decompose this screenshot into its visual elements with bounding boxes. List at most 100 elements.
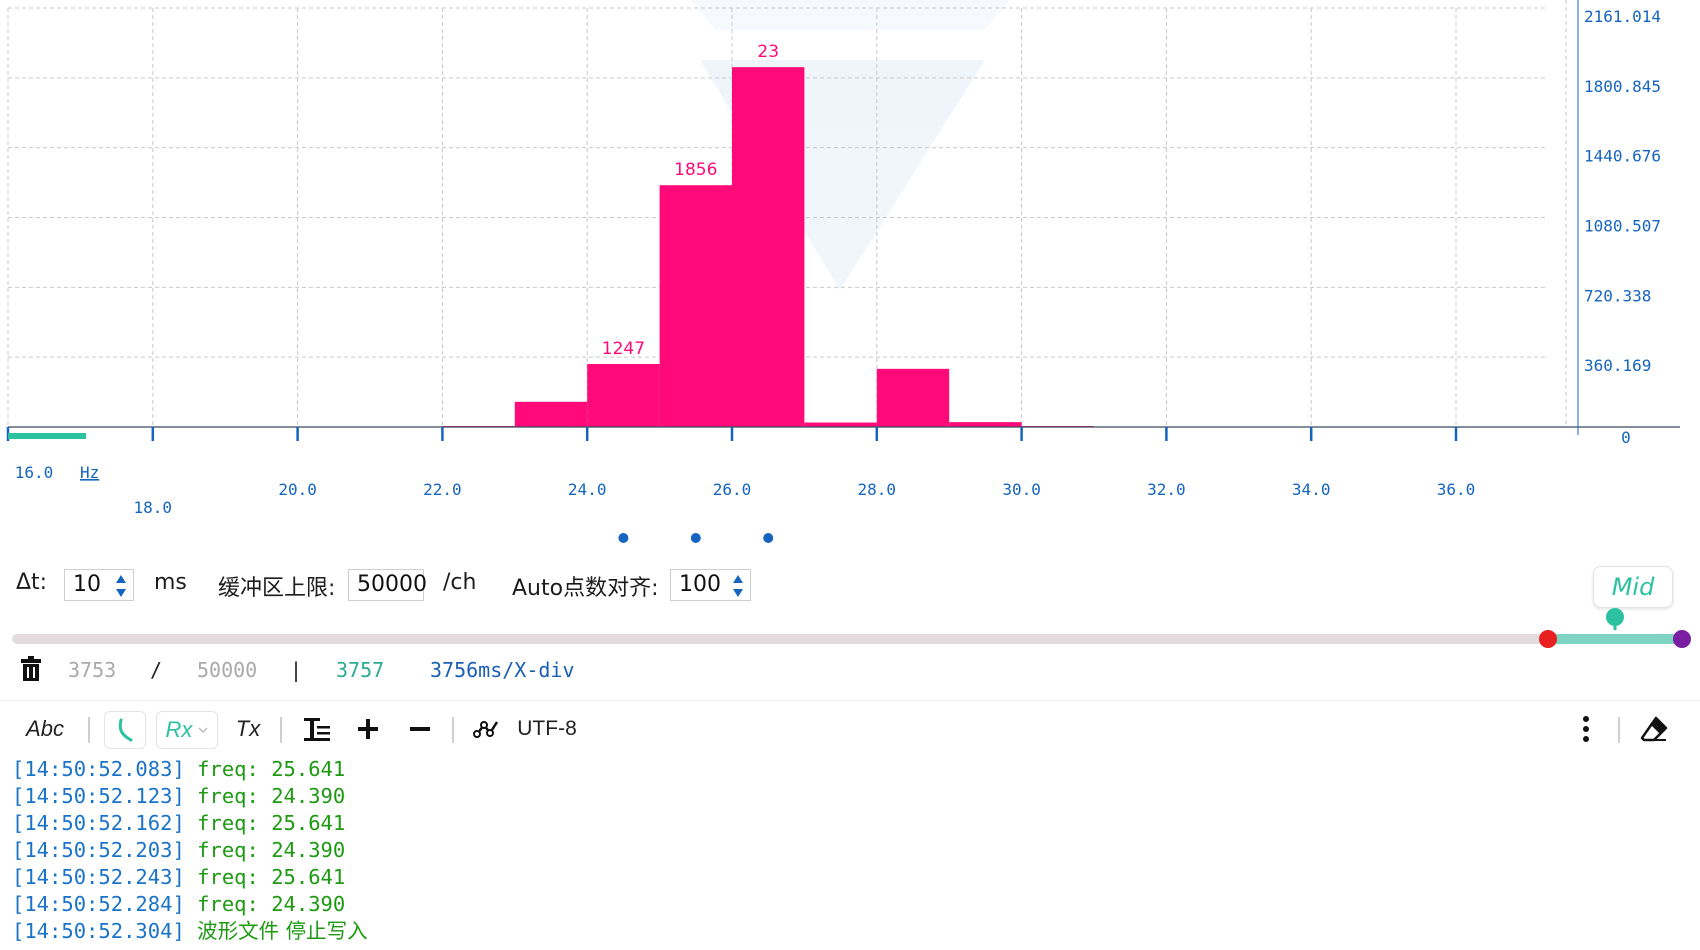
log-line: [14:50:52.284] freq: 24.390 (12, 891, 1692, 918)
log-line: [14:50:52.083] freq: 25.641 (12, 756, 1692, 783)
log-timestamp: [14:50:52.284] (12, 892, 185, 916)
histogram-chart[interactable]: 1247 1856 23 16.0 18.0 20.0 22.0 24.0 26.0 28.0 3… (0, 0, 1700, 548)
sample-count: 3753 (68, 658, 117, 682)
bar-data-label: 23 (757, 42, 779, 62)
capture-controls: Δt: 10 ms 缓冲区上限: 50000 /ch Auto点数对齐: 100… (0, 556, 1700, 614)
cursor-dot[interactable] (690, 533, 701, 543)
cursor-dot[interactable] (763, 533, 774, 543)
zoom-out-button[interactable] (404, 711, 436, 747)
auto-align-spinbox[interactable]: 100 (670, 569, 751, 601)
toolbar-separator (88, 717, 90, 743)
toolbar-separator (1618, 717, 1620, 743)
bar-data-label: 1856 (674, 160, 717, 180)
buffer-label: 缓冲区上限: (218, 576, 336, 601)
mid-mode-button[interactable]: Mid (1593, 566, 1673, 608)
rx-label: Rx (165, 717, 193, 742)
x-tick-label: 18.0 (134, 498, 173, 517)
log-line: [14:50:52.243] freq: 25.641 (12, 864, 1692, 891)
y-tick-label: 2161.014 (1584, 7, 1661, 26)
x-tick-label: 16.0 (15, 463, 54, 482)
rx-filter-dropdown[interactable]: Rx (156, 711, 218, 749)
log-timestamp: [14:50:52.203] (12, 838, 185, 862)
terminal-toolbar: Abc Rx Tx (0, 700, 1700, 757)
log-message: freq: 24.390 (197, 784, 346, 808)
auto-align-label: Auto点数对齐: (512, 576, 659, 601)
range-end-handle[interactable] (1673, 630, 1691, 648)
x-tick-label: 30.0 (1002, 480, 1041, 499)
log-message: freq: 25.641 (197, 865, 346, 889)
y-tick-label: 1440.676 (1584, 147, 1661, 166)
histogram-bar (876, 368, 950, 427)
more-menu-button[interactable] (1574, 711, 1598, 747)
node-graph-icon (473, 721, 499, 738)
histogram-bar (804, 422, 877, 427)
x-tick-label: 32.0 (1147, 480, 1186, 499)
stats-slash: / (150, 658, 163, 682)
minus-icon (410, 727, 430, 731)
more-vertical-icon (1583, 716, 1589, 742)
histogram-bar (659, 185, 732, 427)
spin-arrows-icon[interactable] (732, 573, 744, 599)
time-per-div-readout: 3756ms/X-div (430, 658, 575, 682)
range-slider-track[interactable] (0, 624, 1700, 654)
x-tick-label: 24.0 (568, 480, 607, 499)
dt-label: Δt: (16, 570, 48, 595)
mid-marker-icon[interactable] (1604, 608, 1626, 632)
log-timestamp: [14:50:52.304] (12, 919, 185, 943)
toolbar-separator (452, 717, 454, 743)
histogram-bar (732, 67, 805, 427)
zoom-in-button[interactable] (352, 711, 384, 747)
auto-align-value[interactable]: 100 (679, 572, 721, 597)
log-timestamp: [14:50:52.243] (12, 865, 185, 889)
buffer-limit-readout: 50000 (197, 658, 258, 682)
y-tick-label: 1080.507 (1584, 217, 1661, 236)
x-axis: 16.0 18.0 20.0 22.0 24.0 26.0 28.0 30.0 32.0 34.0… (6, 426, 1680, 517)
plus-icon (358, 719, 378, 739)
x-scroll-indicator (8, 433, 86, 439)
histogram-bar (949, 422, 1022, 427)
y-tick-label: 0 (1621, 428, 1631, 447)
trash-icon[interactable] (20, 656, 42, 682)
x-tick-label: 20.0 (278, 480, 317, 499)
log-message: freq: 24.390 (197, 892, 346, 916)
points-readout: 3757 (336, 658, 385, 682)
log-line: [14:50:52.203] freq: 24.390 (12, 837, 1692, 864)
dt-unit: ms (154, 570, 187, 595)
y-tick-label: 720.338 (1584, 286, 1651, 305)
connection-button[interactable] (472, 711, 502, 747)
buffer-limit-input[interactable]: 50000 (348, 569, 427, 601)
text-format-button[interactable] (300, 711, 334, 747)
x-tick-label: 34.0 (1292, 480, 1331, 499)
log-message: 波形文件 停止写入 (197, 919, 368, 943)
histogram-panel[interactable]: 1247 1856 23 16.0 18.0 20.0 22.0 24.0 26.0 28.0 3… (0, 0, 1700, 548)
buffer-unit: /ch (443, 570, 477, 595)
x-tick-label: 26.0 (713, 480, 752, 499)
text-format-icon (304, 718, 330, 741)
log-line: [14:50:52.304] 波形文件 停止写入 (12, 918, 1692, 945)
toolbar-separator (280, 717, 282, 743)
clear-log-button[interactable] (1636, 711, 1672, 747)
encoding-selector[interactable]: UTF-8 (517, 717, 577, 740)
range-slider[interactable] (0, 608, 1700, 654)
histogram-bar (514, 401, 588, 427)
log-message: freq: 25.641 (197, 811, 346, 835)
log-line: [14:50:52.123] freq: 24.390 (12, 783, 1692, 810)
x-unit-label: Hz (80, 463, 99, 482)
y-tick-label: 360.169 (1584, 356, 1651, 375)
spin-arrows-icon[interactable] (115, 573, 127, 599)
cursor-dots[interactable] (618, 533, 774, 543)
serial-log[interactable]: [14:50:52.083] freq: 25.641 [14:50:52.123… (12, 756, 1692, 950)
timestamp-icon (118, 718, 133, 742)
dt-spinbox[interactable]: 10 (64, 569, 134, 601)
stats-divider: | (290, 658, 303, 682)
log-timestamp: [14:50:52.123] (12, 784, 185, 808)
text-mode-button[interactable]: Abc (26, 716, 64, 741)
timestamp-toggle-button[interactable] (104, 711, 146, 749)
tx-button[interactable]: Tx (235, 716, 261, 741)
range-start-handle[interactable] (1539, 630, 1557, 648)
dt-value[interactable]: 10 (73, 572, 101, 597)
y-tick-label: 1800.845 (1584, 77, 1661, 96)
x-tick-label: 22.0 (423, 480, 462, 499)
x-tick-label: 28.0 (858, 480, 897, 499)
cursor-dot[interactable] (618, 533, 629, 543)
